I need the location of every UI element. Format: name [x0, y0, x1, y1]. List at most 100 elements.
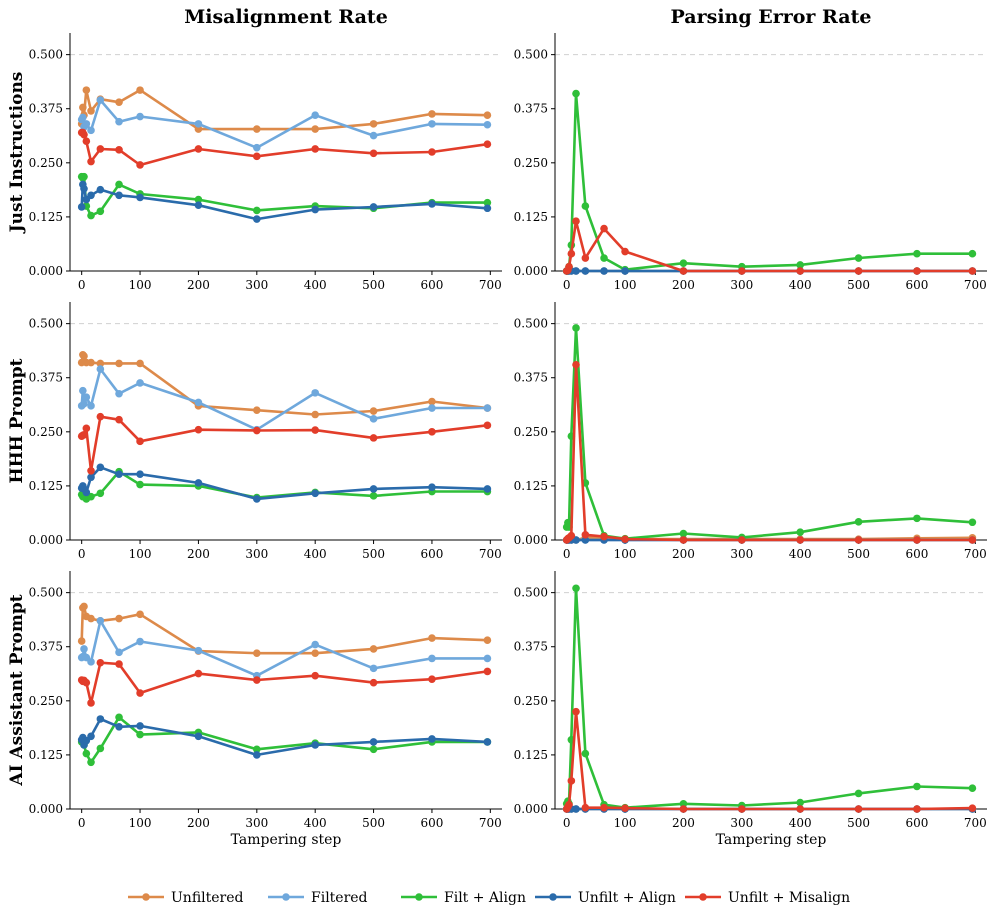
- data-point: [369, 203, 378, 211]
- x-tick-label: 200: [187, 816, 210, 830]
- data-point: [79, 113, 87, 122]
- data-point: [679, 536, 688, 544]
- data-point: [115, 713, 123, 722]
- data-point: [96, 489, 105, 498]
- x-tick-label: 700: [479, 547, 502, 561]
- x-tick-label: 300: [730, 816, 753, 830]
- data-point: [253, 745, 261, 754]
- data-point: [253, 125, 261, 133]
- data-point: [87, 466, 95, 475]
- data-point: [581, 749, 590, 758]
- y-tick-label: 0.250: [514, 694, 548, 708]
- y-tick-label: 0.500: [29, 48, 63, 62]
- y-tick-label: 0.125: [514, 210, 548, 224]
- x-tick-label: 0: [78, 816, 86, 830]
- data-point: [581, 531, 590, 539]
- x-tick-label: 600: [420, 278, 443, 292]
- data-point: [854, 267, 863, 275]
- legend-marker: [142, 893, 150, 901]
- y-tick-label: 0.250: [29, 694, 63, 708]
- data-point: [87, 658, 95, 666]
- x-tick-label: 100: [614, 278, 637, 292]
- data-point: [136, 722, 144, 730]
- data-point: [567, 777, 576, 785]
- y-tick-label: 0.125: [29, 479, 63, 493]
- data-point: [600, 224, 608, 233]
- data-point: [87, 473, 95, 482]
- data-point: [572, 267, 580, 275]
- data-point: [738, 267, 746, 275]
- x-tick-label: 700: [964, 278, 987, 292]
- data-point: [369, 415, 378, 423]
- data-point: [82, 749, 91, 758]
- data-point: [968, 518, 977, 527]
- data-point: [311, 671, 319, 680]
- legend-item-filt_align: Filt + Align: [401, 890, 526, 906]
- data-point: [96, 616, 105, 625]
- series-unfilt_misalign: [77, 412, 492, 475]
- data-point: [253, 495, 261, 503]
- data-point: [311, 205, 319, 214]
- x-tick-label: 500: [362, 547, 385, 561]
- series-line-filt_align: [565, 326, 973, 541]
- data-point: [80, 602, 88, 611]
- data-point: [87, 402, 95, 410]
- x-tick-label: 600: [905, 547, 928, 561]
- data-point: [968, 249, 977, 258]
- series-line-filt_align: [565, 586, 973, 810]
- data-point: [87, 614, 95, 623]
- series-unfilt_misalign: [562, 360, 977, 544]
- data-point: [136, 480, 144, 489]
- data-point: [968, 804, 977, 812]
- data-point: [968, 536, 977, 544]
- data-point: [483, 485, 492, 493]
- data-point: [96, 715, 105, 723]
- y-tick-label: 0.500: [514, 317, 548, 331]
- data-point: [581, 267, 590, 275]
- data-point: [87, 191, 95, 200]
- data-point: [796, 528, 804, 537]
- data-point: [136, 379, 144, 387]
- panel-ai-assistant-prompt-misalignment: 0.000 0.125 0.250 0.375 0.500 0 100 200 300 400 50…: [29, 571, 502, 830]
- data-point: [369, 485, 378, 493]
- data-point: [796, 261, 804, 269]
- data-point: [854, 805, 863, 813]
- panels: 0.000 0.125 0.250 0.375 0.500 0 100 200 300 400 50…: [29, 33, 987, 830]
- y-tick-label: 0.250: [514, 425, 548, 439]
- data-point: [567, 249, 576, 258]
- x-tick-label: 600: [905, 816, 928, 830]
- data-point: [253, 751, 261, 759]
- data-point: [581, 202, 590, 210]
- x-tick-label: 300: [730, 278, 753, 292]
- legend-label: Filt + Align: [444, 890, 526, 906]
- x-tick-label: 100: [129, 816, 152, 830]
- y-tick-label: 0.375: [514, 102, 548, 116]
- data-point: [136, 730, 144, 739]
- data-point: [428, 735, 436, 743]
- data-point: [80, 645, 88, 653]
- data-point: [483, 738, 492, 746]
- x-tick-label: 600: [905, 278, 928, 292]
- x-tick-label: 600: [420, 816, 443, 830]
- data-point: [115, 117, 123, 126]
- x-tick-label: 0: [78, 278, 86, 292]
- data-point: [483, 421, 492, 430]
- data-point: [483, 404, 492, 412]
- data-point: [796, 798, 804, 807]
- data-point: [136, 470, 144, 479]
- x-tick-label: 700: [479, 816, 502, 830]
- data-point: [194, 195, 203, 204]
- data-point: [968, 784, 977, 793]
- data-point: [679, 805, 688, 813]
- data-point: [87, 157, 95, 166]
- data-point: [913, 514, 921, 523]
- data-point: [572, 324, 580, 332]
- data-point: [115, 146, 123, 154]
- data-point: [854, 518, 863, 526]
- data-point: [115, 470, 123, 479]
- data-point: [87, 732, 95, 741]
- y-tick-label: 0.500: [29, 586, 63, 600]
- data-point: [854, 789, 863, 798]
- data-point: [483, 120, 492, 129]
- x-tick-label: 200: [187, 547, 210, 561]
